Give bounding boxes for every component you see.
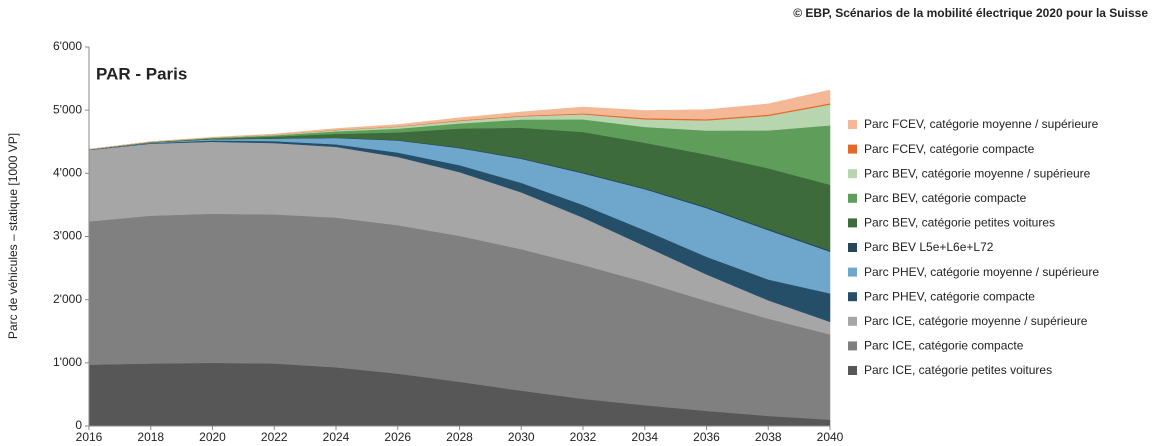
x-tick-label: 2040 <box>817 430 844 444</box>
x-tick-label: 2016 <box>76 430 103 444</box>
x-tick-label: 2018 <box>137 430 164 444</box>
areas <box>88 89 831 427</box>
legend-label: Parc ICE, catégorie petites voitures <box>864 363 1052 377</box>
x-tick-label: 2024 <box>323 430 350 444</box>
legend-swatch <box>848 193 857 203</box>
legend-label: Parc ICE, catégorie compacte <box>864 339 1024 353</box>
y-tick-label: 4'000 <box>53 166 82 180</box>
y-tick-label: 1'000 <box>53 355 82 369</box>
legend-swatch <box>848 218 857 228</box>
y-axis-label: Parc de véhicules – statique [1000 VP] <box>6 133 20 339</box>
x-tick-label: 2032 <box>570 430 597 444</box>
chart-title: PAR - Paris <box>96 64 187 83</box>
y-tick-label: 0 <box>75 418 82 432</box>
legend-swatch <box>848 341 857 351</box>
x-tick-label: 2026 <box>384 430 411 444</box>
area <box>88 89 831 150</box>
x-tick-label: 2038 <box>755 430 782 444</box>
x-tick-label: 2034 <box>631 430 658 444</box>
legend-label: Parc BEV, catégorie moyenne / supérieure <box>864 166 1091 180</box>
legend-label: Parc PHEV, catégorie moyenne / supérieur… <box>864 265 1099 279</box>
y-tick-label: 3'000 <box>53 229 82 243</box>
legend-label: Parc FCEV, catégorie moyenne / supérieur… <box>864 117 1099 131</box>
legend-label: Parc ICE, catégorie moyenne / supérieure <box>864 314 1088 328</box>
x-tick-label: 2030 <box>508 430 535 444</box>
legend-label: Parc PHEV, catégorie compacte <box>864 289 1035 303</box>
legend-label: Parc FCEV, catégorie compacte <box>864 142 1035 156</box>
legend-label: Parc BEV L5e+L6e+L72 <box>864 240 994 254</box>
y-tick-label: 5'000 <box>53 102 82 116</box>
x-tick-label: 2036 <box>693 430 720 444</box>
legend-label: Parc BEV, catégorie petites voitures <box>864 216 1055 230</box>
x-tick-label: 2022 <box>261 430 288 444</box>
legend-swatch <box>848 144 857 154</box>
x-tick-label: 2020 <box>199 430 226 444</box>
legend-swatch <box>848 366 857 375</box>
x-tick-label: 2028 <box>446 430 473 444</box>
legend-swatch <box>848 243 857 252</box>
legend-swatch <box>848 120 857 129</box>
legend-swatch <box>848 267 857 277</box>
legend-swatch <box>848 292 857 302</box>
y-tick-label: 6'000 <box>53 39 82 53</box>
legend-swatch <box>848 169 857 179</box>
legend-swatch <box>848 316 857 326</box>
source: © EBP, Scénarios de la mobilité électriq… <box>793 6 1148 20</box>
legend-label: Parc BEV, catégorie compacte <box>864 191 1027 205</box>
y-tick-label: 2'000 <box>53 292 82 306</box>
